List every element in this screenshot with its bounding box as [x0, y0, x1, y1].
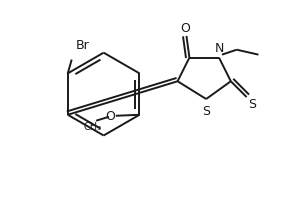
Text: O: O: [105, 110, 115, 123]
Text: S: S: [202, 105, 210, 118]
Text: O: O: [181, 21, 190, 34]
Text: N: N: [214, 42, 224, 55]
Text: S: S: [249, 99, 257, 111]
Text: Br: Br: [76, 39, 89, 52]
Text: CH₃: CH₃: [83, 122, 101, 132]
